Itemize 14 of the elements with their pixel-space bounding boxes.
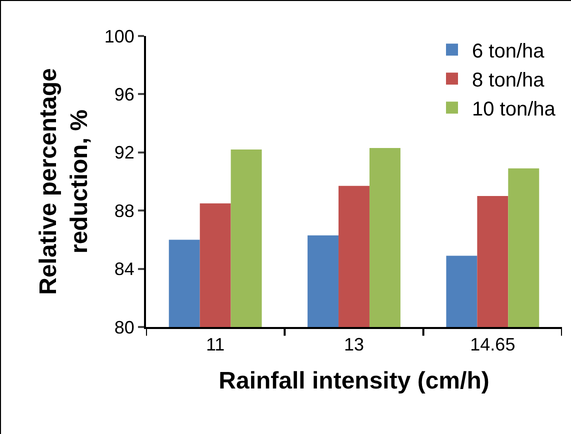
x-tick-label: 13 (344, 334, 364, 355)
y-tick-label: 80 (114, 317, 134, 338)
legend-label: 8 ton/ha (472, 69, 546, 92)
y-tick-label: 84 (114, 259, 134, 280)
x-tick-label: 11 (206, 334, 225, 355)
legend-label: 10 ton/ha (472, 98, 556, 120)
x-axis-title: Rainfall intensity (cm/h) (218, 367, 490, 394)
y-tick-label: 88 (114, 200, 134, 221)
y-tick-label: 96 (114, 84, 134, 104)
x-tick-label: 14.65 (470, 334, 516, 355)
legend-label: 6 ton/ha (472, 40, 546, 62)
y-tick-label: 92 (114, 142, 134, 163)
y-tick-label: 100 (104, 26, 134, 46)
y-axis-title: Relative percentage reduction, % (34, 68, 93, 295)
